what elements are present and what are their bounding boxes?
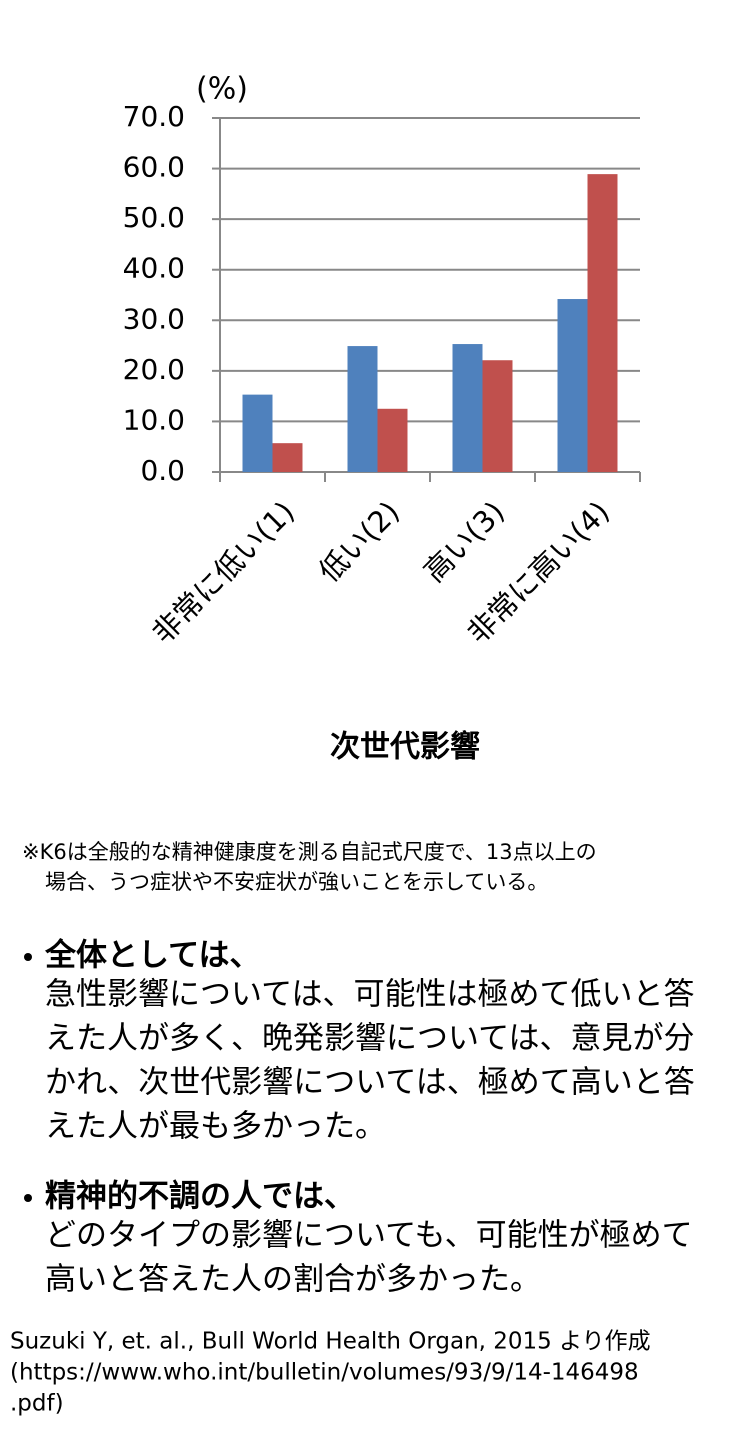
bar [272, 443, 303, 472]
x-tick-label: 低い(2) [312, 495, 406, 589]
x-axis-label: 次世代影響 [330, 730, 480, 765]
source-line: .pdf) [10, 1391, 64, 1417]
y-tick-label: 60.0 [123, 151, 185, 184]
y-tick-label: 30.0 [123, 302, 185, 335]
bar [452, 344, 483, 472]
bar [482, 360, 513, 472]
bullet-heading: 精神的不調の人では、 [45, 1179, 355, 1215]
note-line: ※K6は全般的な精神健康度を測る自記式尺度で、13点以上の [22, 840, 597, 864]
y-tick-label: 10.0 [123, 403, 185, 436]
bullet-line: かれ、次世代影響については、極めて高いと答 [45, 1065, 695, 1101]
bullet-dot [24, 953, 32, 961]
x-tick-label: 高い(3) [417, 495, 511, 589]
y-tick-label: 40.0 [123, 252, 185, 285]
bullet-line: 急性影響については、可能性は極めて低いと答 [45, 977, 694, 1013]
bar [587, 174, 618, 473]
bullet-line: えた人が多く、晩発影響については、意見が分 [45, 1021, 694, 1057]
bullet-line: どのタイプの影響についても、可能性が極めて [45, 1218, 693, 1254]
bar [242, 394, 273, 472]
bullet-dot [24, 1194, 32, 1202]
y-tick-label: 70.0 [123, 100, 185, 133]
note-line: 場合、うつ症状や不安症状が強いことを示している。 [45, 870, 548, 894]
bullet-heading: 全体としては、 [44, 938, 260, 974]
source-line: (https://www.who.int/bulletin/volumes/93… [10, 1360, 639, 1386]
y-tick-label: 20.0 [123, 353, 185, 386]
bar [557, 299, 588, 472]
y-axis-label: (%) [196, 72, 248, 107]
y-tick-label: 50.0 [123, 201, 185, 234]
bar [377, 408, 408, 472]
bullet-line: 高いと答えた人の割合が多かった。 [45, 1262, 541, 1298]
bar [347, 346, 378, 472]
x-tick-label: 非常に低い(1) [145, 495, 301, 651]
y-tick-label: 0.0 [140, 454, 185, 487]
bullet-line: えた人が最も多かった。 [45, 1109, 386, 1145]
source-line: Suzuki Y, et. al., Bull World Health Org… [10, 1329, 651, 1355]
